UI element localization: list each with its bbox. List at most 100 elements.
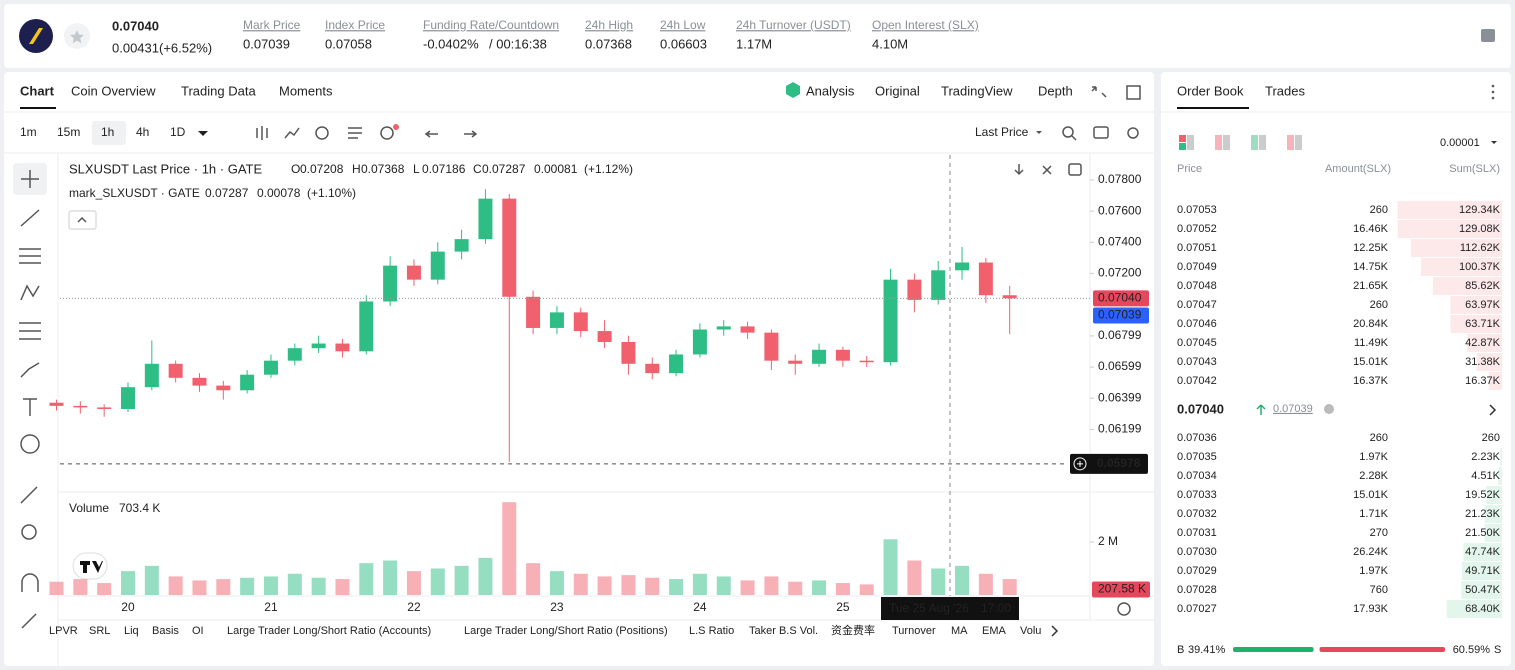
indicator[interactable]: Liq [124, 625, 139, 637]
tab[interactable]: Chart [20, 83, 55, 98]
dropdown[interactable] [1036, 131, 1042, 134]
add-alert[interactable] [1073, 457, 1087, 471]
tab[interactable]: Moments [279, 83, 333, 98]
top-toolbar[interactable] [68, 85, 1141, 616]
dropdown[interactable] [198, 131, 208, 136]
ohlc-value: 0.07287 [482, 162, 526, 176]
candle-body [359, 301, 374, 352]
book-price[interactable]: 0.07046 [1177, 318, 1217, 330]
precision[interactable]: 0.00001 [1440, 137, 1480, 149]
ohlc-label: H [352, 162, 361, 176]
indicator[interactable]: Turnover [892, 625, 936, 637]
book-price[interactable]: 0.07049 [1177, 261, 1217, 273]
book-sum: 31.38K [1465, 356, 1501, 368]
notes-icon[interactable] [1481, 29, 1495, 42]
candle-body [335, 343, 350, 352]
indicator[interactable]: EMA [982, 625, 1007, 637]
candle-body [835, 349, 850, 361]
indicator[interactable]: Basis [152, 625, 179, 637]
book-price[interactable]: 0.07027 [1177, 603, 1217, 615]
cross-date: Tue 25 Aug '26 [889, 601, 969, 615]
expand[interactable] [1489, 404, 1497, 416]
book-price[interactable]: 0.07048 [1177, 280, 1217, 292]
more-icon[interactable] [1491, 84, 1495, 100]
add-alert-plus [1077, 460, 1083, 467]
book-price[interactable]: 0.07052 [1177, 223, 1217, 235]
book-price[interactable]: 0.07030 [1177, 546, 1217, 558]
star-icon [69, 30, 84, 44]
candle-body [883, 279, 898, 363]
candle-body [740, 326, 755, 333]
scroll[interactable] [1051, 625, 1059, 637]
col-header: Price [1177, 163, 1202, 175]
book-price[interactable]: 0.07042 [1177, 375, 1217, 387]
price-type[interactable]: Last Price [975, 125, 1029, 139]
book-price[interactable]: 0.07035 [1177, 451, 1217, 463]
mark-price-label: 0.07039 [1098, 308, 1142, 322]
view-tab[interactable]: TradingView [941, 83, 1013, 98]
volume-bar [120, 571, 135, 595]
book-price[interactable]: 0.07051 [1177, 242, 1217, 254]
view-tab[interactable]: Depth [1038, 83, 1073, 98]
book-sum: 112.62K [1460, 242, 1501, 254]
indicator[interactable]: L.S Ratio [689, 625, 734, 637]
book-amount: 1.71K [1359, 508, 1388, 520]
indicator[interactable]: Large Trader Long/Short Ratio (Accounts) [227, 625, 431, 637]
cross-time-tag [881, 597, 1019, 620]
interval[interactable]: 4h [136, 125, 149, 139]
left-toolbar[interactable] [19, 170, 41, 629]
book-price[interactable]: 0.07032 [1177, 508, 1217, 520]
book-layout-icons[interactable] [1179, 135, 1302, 150]
cross-time: 17:00 [981, 601, 1011, 615]
book-tab[interactable]: Trades [1265, 83, 1305, 98]
indicator[interactable]: Large Trader Long/Short Ratio (Positions… [464, 625, 668, 637]
book-price[interactable]: 0.07045 [1177, 337, 1217, 349]
interval[interactable]: 1D [170, 125, 186, 139]
book-sum: 68.40K [1465, 603, 1501, 615]
stat-label: Funding Rate/Countdown [423, 18, 559, 32]
book-price[interactable]: 0.07028 [1177, 584, 1217, 596]
volume-bar [788, 581, 803, 595]
indicator[interactable]: LPVR [49, 625, 78, 637]
book-amount: 1.97K [1359, 451, 1388, 463]
indicator[interactable]: Taker B.S Vol. [749, 625, 818, 637]
indicator[interactable]: OI [192, 625, 204, 637]
y-tick-label: 0.06199 [1098, 422, 1142, 436]
indicator[interactable]: SRL [89, 625, 110, 637]
volume-bar [430, 568, 445, 595]
candle-body [549, 312, 564, 328]
volume-tag [1092, 581, 1150, 598]
indicator[interactable]: 资金费率 [831, 623, 875, 637]
dropdown[interactable] [1491, 141, 1497, 144]
candle-body [311, 343, 326, 349]
depth-bar [1484, 524, 1502, 542]
indicator[interactable]: MA [951, 625, 968, 637]
book-price[interactable]: 0.07034 [1177, 470, 1217, 482]
interval[interactable]: 1h [101, 125, 114, 139]
book-price[interactable]: 0.07029 [1177, 565, 1217, 577]
volume-bar [311, 577, 326, 595]
book-price[interactable]: 0.07033 [1177, 489, 1217, 501]
indicator[interactable]: Volu [1020, 625, 1041, 637]
stat-value: / 00:16:38 [489, 36, 547, 51]
tab[interactable]: Trading Data [181, 83, 256, 98]
book-tab[interactable]: Order Book [1177, 83, 1244, 98]
interval[interactable]: 1m [20, 125, 37, 139]
book-price[interactable]: 0.07047 [1177, 299, 1217, 311]
volume-bar [645, 577, 660, 595]
book-price[interactable]: 0.07053 [1177, 204, 1217, 216]
book-sum: 2.23K [1471, 451, 1500, 463]
book-price[interactable]: 0.07043 [1177, 356, 1217, 368]
volume-bar [716, 576, 731, 595]
book-sum: 63.97K [1465, 299, 1501, 311]
volume-bar [859, 584, 874, 595]
book-amount: 17.93K [1353, 603, 1389, 615]
view-tab[interactable]: Analysis [806, 83, 855, 98]
tab[interactable]: Coin Overview [71, 83, 156, 98]
view-tab[interactable]: Original [875, 83, 920, 98]
book-price[interactable]: 0.07036 [1177, 432, 1217, 444]
interval[interactable]: 15m [57, 125, 80, 139]
volume-bar [454, 565, 469, 595]
book-price[interactable]: 0.07031 [1177, 527, 1217, 539]
